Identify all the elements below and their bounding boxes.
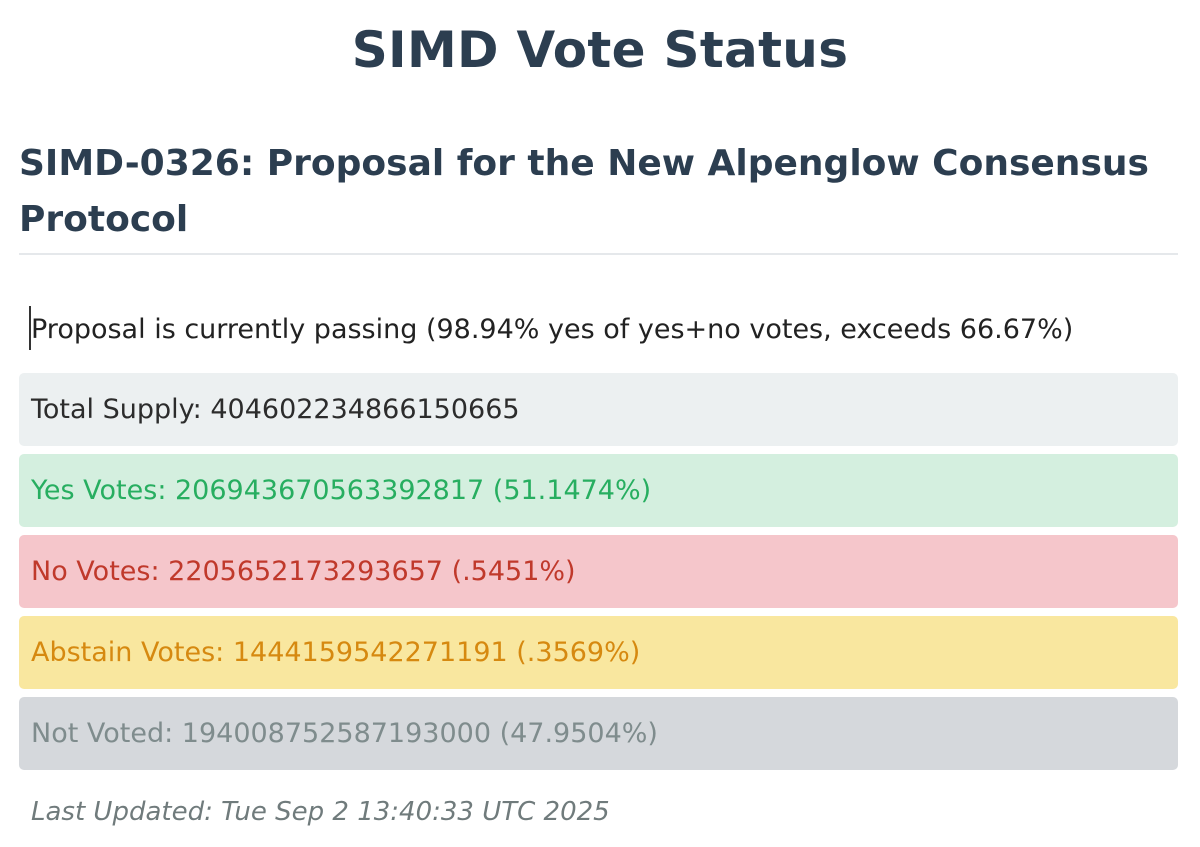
total-supply-box: Total Supply: 404602234866150665	[19, 373, 1178, 446]
abstain-votes-box: Abstain Votes: 1444159542271191 (.3569%)	[19, 616, 1178, 689]
no-votes-box: No Votes: 2205652173293657 (.5451%)	[19, 535, 1178, 608]
page-title: SIMD Vote Status	[351, 21, 849, 79]
yes-votes-box: Yes Votes: 206943670563392817 (51.1474%)	[19, 454, 1178, 527]
last-updated-timestamp: Last Updated: Tue Sep 2 13:40:33 UTC 202…	[31, 797, 610, 827]
text-cursor	[29, 306, 31, 350]
proposal-status-text: Proposal is currently passing (98.94% ye…	[31, 314, 1074, 345]
not-voted-box: Not Voted: 194008752587193000 (47.9504%)	[19, 697, 1178, 770]
title-divider	[19, 253, 1178, 255]
proposal-title: SIMD-0326: Proposal for the New Alpenglo…	[19, 143, 1149, 240]
